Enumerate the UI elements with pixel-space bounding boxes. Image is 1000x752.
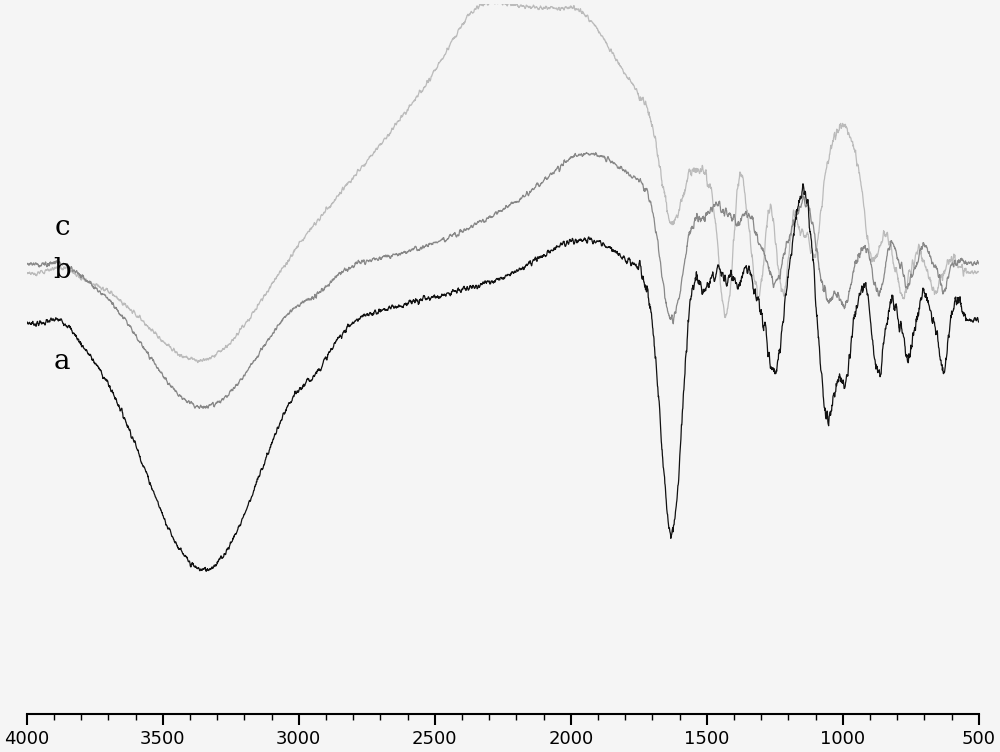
Text: c: c: [54, 214, 70, 241]
Text: b: b: [53, 256, 71, 284]
Text: a: a: [54, 348, 70, 375]
